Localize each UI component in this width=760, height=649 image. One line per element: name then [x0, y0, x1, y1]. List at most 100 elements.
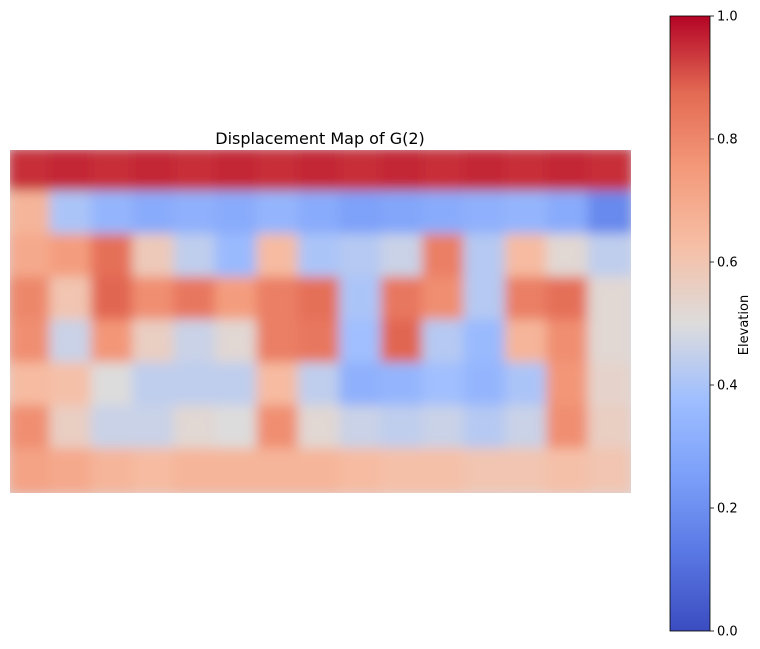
heatmap-cell — [256, 150, 302, 195]
heatmap-cell — [49, 190, 95, 238]
heatmap-cell — [463, 405, 509, 453]
heatmap-cell — [546, 233, 592, 281]
heatmap-cell — [49, 405, 95, 453]
heatmap-cell — [297, 150, 344, 195]
heatmap-cell — [90, 405, 137, 453]
heatmap-cell — [463, 276, 509, 324]
heatmap-cell — [215, 190, 261, 238]
colorbar-tick-label: 0.0 — [717, 625, 738, 640]
heatmap-cell — [422, 362, 468, 410]
heatmap-cell — [132, 362, 178, 410]
colorbar-tick-label: 0.2 — [717, 502, 738, 517]
heatmap-cell — [463, 233, 509, 281]
heatmap-cell — [463, 319, 509, 367]
heatmap-cell — [463, 190, 509, 238]
heatmap-cell — [339, 150, 385, 195]
heatmap-cell — [504, 190, 551, 238]
colorbar-tick-label: 0.4 — [717, 379, 738, 394]
heatmap-cell — [256, 405, 302, 453]
heatmap-cell — [504, 405, 551, 453]
heatmap-cell — [546, 276, 592, 324]
heatmap-cell — [10, 319, 54, 367]
heatmap-cell — [422, 405, 468, 453]
heatmap-cell — [132, 276, 178, 324]
heatmap-cell — [297, 276, 344, 324]
heatmap-cell — [587, 190, 631, 238]
heatmap-cell — [256, 362, 302, 410]
heatmap-cell — [90, 362, 137, 410]
heatmap-cell — [132, 150, 178, 195]
heatmap-cell — [90, 233, 137, 281]
heatmap-cell — [132, 233, 178, 281]
heatmap-cell — [90, 448, 137, 493]
heatmap-cell — [546, 150, 592, 195]
heatmap-cell — [339, 190, 385, 238]
heatmap-cell — [504, 362, 551, 410]
heatmap-cell — [422, 190, 468, 238]
heatmap-cell — [256, 276, 302, 324]
heatmap-cell — [297, 405, 344, 453]
heatmap-cell — [10, 150, 54, 195]
heatmap-cell — [422, 319, 468, 367]
heatmap-cell — [173, 448, 219, 493]
heatmap-cell — [380, 319, 426, 367]
heatmap-cell — [215, 150, 261, 195]
heatmap-cell — [504, 150, 551, 195]
heatmap-cell — [380, 150, 426, 195]
heatmap-cell — [504, 276, 551, 324]
heatmap-cell — [504, 319, 551, 367]
heatmap-cell — [587, 319, 631, 367]
heatmap-cell — [49, 233, 95, 281]
heatmap-cell — [215, 319, 261, 367]
heatmap-cell — [297, 190, 344, 238]
heatmap-cell — [339, 319, 385, 367]
heatmap-cell — [215, 276, 261, 324]
heatmap-cell — [132, 190, 178, 238]
heatmap-cell — [297, 362, 344, 410]
heatmap-cell — [546, 405, 592, 453]
chart-title: Displacement Map of G(2) — [215, 129, 425, 148]
heatmap-cell — [587, 276, 631, 324]
colorbar-tick-label: 1.0 — [717, 10, 738, 25]
heatmap-cell — [215, 362, 261, 410]
heatmap-cell — [546, 319, 592, 367]
heatmap-cell — [132, 405, 178, 453]
heatmap-cell — [173, 150, 219, 195]
heatmap-cell — [49, 150, 95, 195]
heatmap-cell — [339, 362, 385, 410]
heatmap-cell — [546, 362, 592, 410]
heatmap-cell — [380, 233, 426, 281]
heatmap-cell — [90, 276, 137, 324]
heatmap-cell — [90, 190, 137, 238]
colorbar-label: Elevation — [737, 295, 752, 355]
heatmap-cell — [463, 448, 509, 493]
heatmap-cell — [215, 233, 261, 281]
colorbar-tick-label: 0.6 — [717, 256, 738, 271]
heatmap-cell — [173, 190, 219, 238]
heatmap-cell — [587, 448, 631, 493]
heatmap-cell — [10, 405, 54, 453]
heatmap-cell — [90, 319, 137, 367]
heatmap-cell — [256, 190, 302, 238]
heatmap-cell — [256, 319, 302, 367]
heatmap-cell — [380, 362, 426, 410]
colorbar-gradient — [670, 16, 710, 631]
heatmap-cell — [339, 276, 385, 324]
colorbar-frame — [669, 15, 711, 632]
heatmap-cell — [463, 362, 509, 410]
heatmap-cell — [587, 405, 631, 453]
heatmap-cell — [215, 448, 261, 493]
heatmap — [10, 150, 631, 493]
heatmap-cell — [546, 448, 592, 493]
heatmap-cell — [380, 190, 426, 238]
heatmap-cell — [339, 448, 385, 493]
heatmap-cell — [546, 190, 592, 238]
heatmap-cell — [587, 233, 631, 281]
heatmap-cell — [10, 362, 54, 410]
heatmap-cell — [132, 319, 178, 367]
heatmap-cell — [49, 448, 95, 493]
heatmap-cell — [10, 233, 54, 281]
heatmap-cell — [10, 190, 54, 238]
heatmap-cell — [339, 233, 385, 281]
